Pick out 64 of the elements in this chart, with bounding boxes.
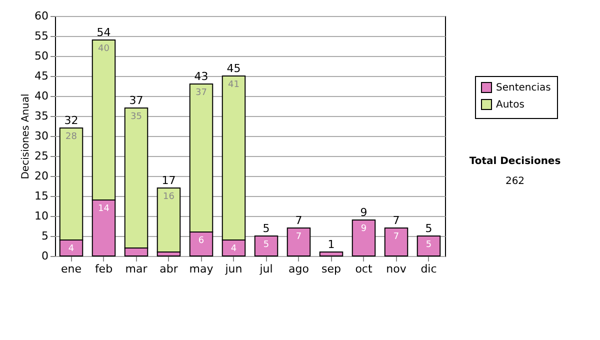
y-tick-label: 5 [42, 230, 48, 242]
total-label: 5 [425, 222, 432, 235]
x-tick-label: mar [125, 262, 148, 276]
total-label: 45 [226, 62, 241, 75]
data-label: 14 [98, 204, 110, 214]
legend-label: Sentencias [496, 82, 551, 94]
bar [416, 236, 441, 256]
x-tick-label: jul [258, 262, 273, 276]
y-tick-label: 25 [34, 150, 48, 162]
total-label: 5 [262, 222, 270, 235]
data-label: 6 [198, 236, 204, 246]
total-label: 1 [328, 238, 335, 251]
x-tick-label: dic [420, 262, 437, 276]
x-tick-label: sep [322, 262, 342, 276]
y-tick-label: 55 [34, 30, 48, 42]
x-tick-label: oct [355, 262, 373, 276]
bar [319, 252, 344, 256]
y-tick-label: 20 [34, 170, 48, 182]
x-tick-label: nov [386, 262, 407, 276]
x-tick-label: may [189, 262, 214, 276]
data-label: 9 [360, 224, 367, 234]
data-label: 5 [426, 240, 432, 250]
bar [156, 188, 181, 252]
text: Total Decisiones [469, 156, 561, 167]
data-label: 40 [98, 44, 110, 54]
total-label: 37 [129, 94, 144, 107]
data-label: 16 [163, 192, 175, 202]
bar [254, 236, 278, 256]
data-label: 37 [196, 88, 207, 98]
data-label: 4 [68, 244, 74, 254]
total-label: 7 [392, 214, 400, 227]
x-tick-label: ene [60, 262, 82, 276]
data-label: 7 [296, 232, 302, 242]
y-tick-label: 15 [34, 190, 48, 202]
data-label: 5 [263, 240, 270, 250]
x-tick-label: feb [94, 262, 113, 276]
y-tick-label: 30 [34, 130, 48, 142]
legend-label: Autos [496, 100, 524, 110]
total-label: 7 [295, 214, 302, 227]
y-tick-label: 40 [34, 90, 48, 102]
y-tick-label: 60 [34, 10, 48, 22]
total-label: 54 [96, 26, 111, 39]
bar [384, 228, 408, 256]
data-label: 4 [230, 244, 237, 254]
data-label: 28 [66, 132, 78, 142]
total-label: 32 [64, 114, 78, 127]
y-tick-label: 50 [34, 50, 48, 62]
bar [286, 228, 311, 256]
data-label: 41 [228, 80, 240, 90]
y-tick-label: 0 [42, 250, 48, 262]
x-tick-label: ago [288, 262, 310, 276]
y-axis-title: Decisiones Anual [20, 94, 32, 180]
data-label: 35 [130, 112, 142, 122]
total-label: 43 [194, 70, 208, 83]
y-tick-label: 10 [34, 210, 48, 222]
text: 262 [505, 176, 525, 187]
x-tick-label: jun [224, 262, 242, 276]
bar [352, 220, 376, 256]
data-label: 7 [393, 232, 400, 242]
total-label: 17 [162, 174, 176, 187]
total-label: 9 [360, 206, 368, 219]
y-tick-label: 35 [34, 110, 48, 122]
y-tick-label: 45 [34, 70, 48, 82]
x-tick-label: abr [160, 262, 178, 276]
